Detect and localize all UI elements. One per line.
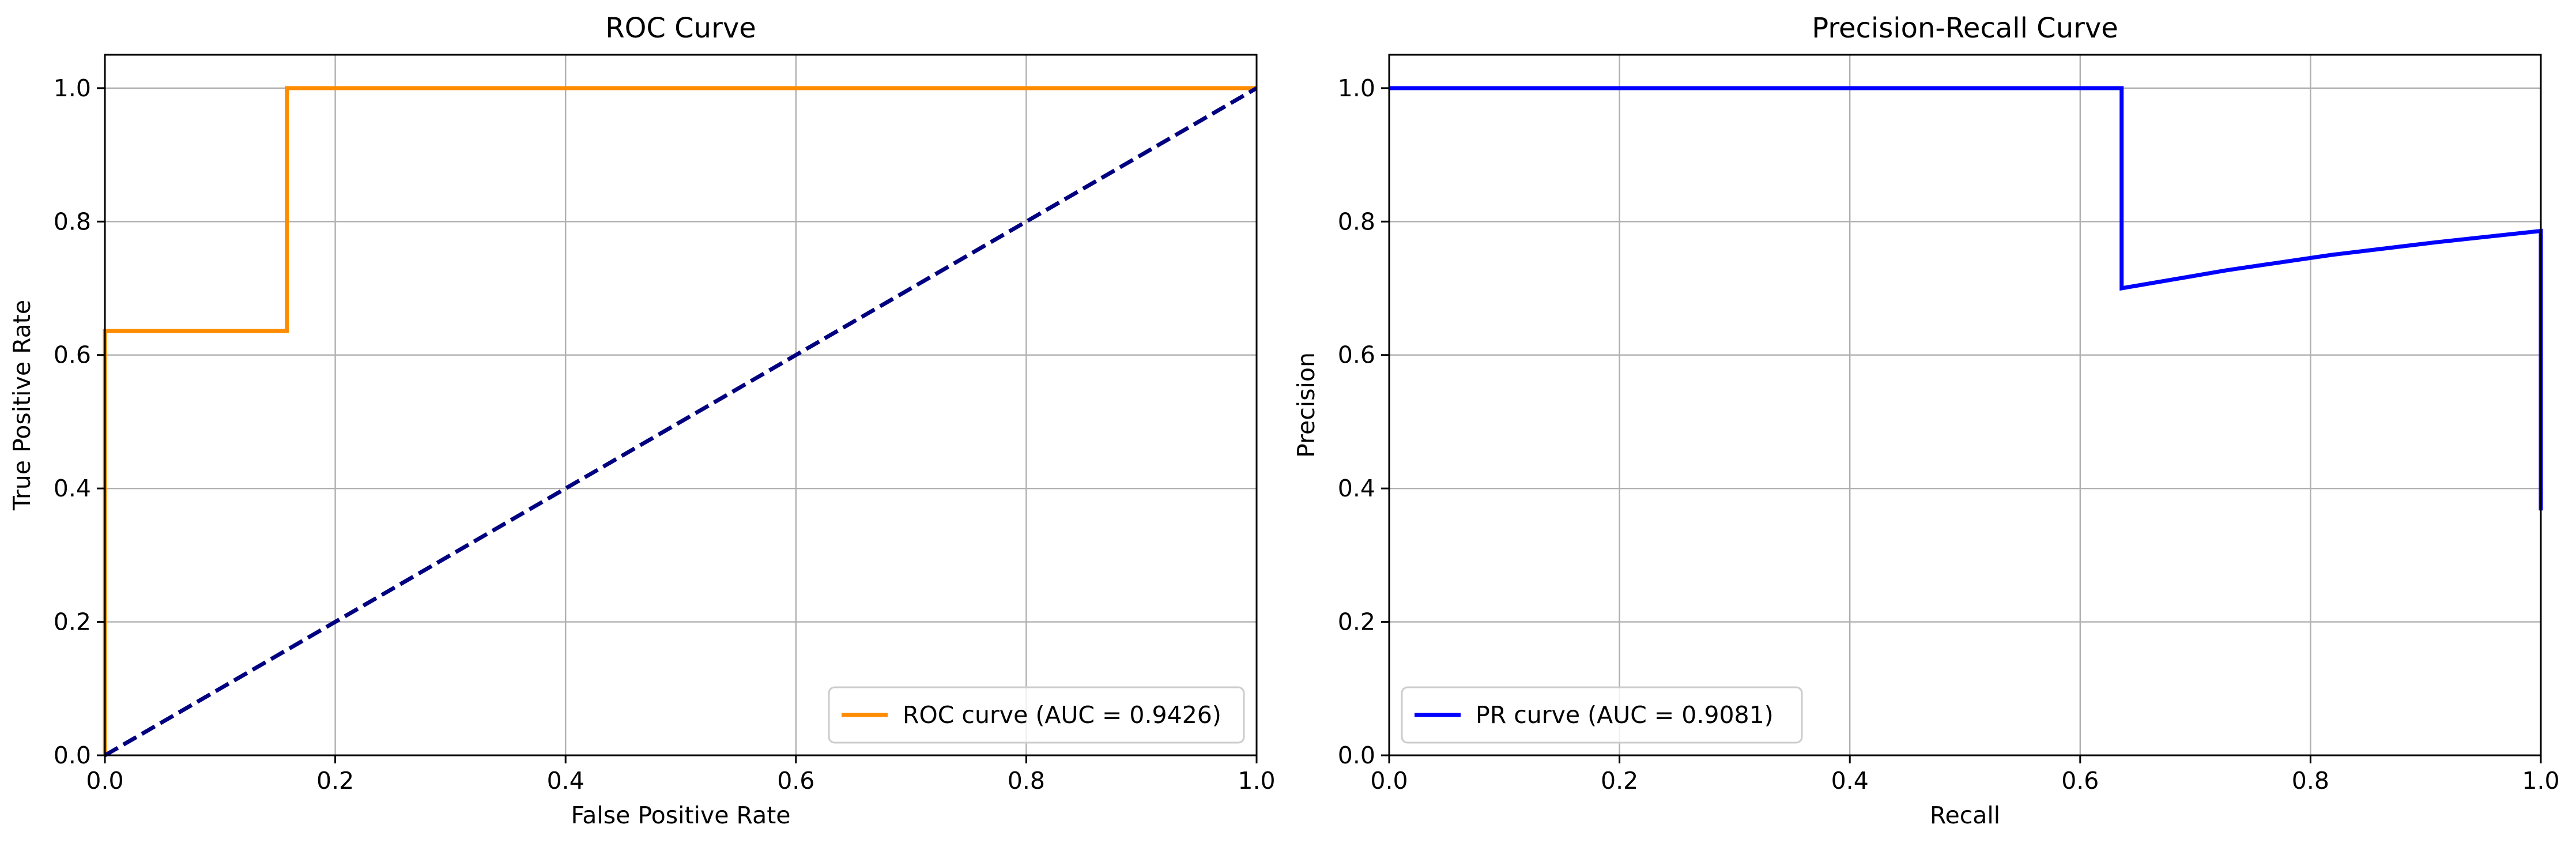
legend: PR curve (AUC = 0.9081) <box>1401 686 1803 744</box>
x-axis-label: Recall <box>1930 801 2000 829</box>
y-axis-label: Precision <box>1292 352 1320 458</box>
legend-label: PR curve (AUC = 0.9081) <box>1476 701 1774 729</box>
y-tick-label: 0.8 <box>54 208 91 235</box>
x-tick-label: 1.0 <box>1238 767 1275 795</box>
pr-chart: 0.0 0.2 0.4 0.6 0.8 1.0 0.0 0.2 0.4 0.6 0.8 1.0 Prec… <box>1292 12 2560 829</box>
roc-chart: 0.0 0.2 0.4 0.6 0.8 1.0 0.0 0.2 0.4 0.6 0.8 1.0 ROC … <box>8 12 1276 829</box>
x-tick-label: 0.4 <box>1831 767 1869 795</box>
x-axis-label: False Positive Rate <box>571 801 790 829</box>
x-tick-label: 0.2 <box>1601 767 1638 795</box>
y-tick-label: 1.0 <box>54 74 91 102</box>
plot-area <box>105 55 1257 755</box>
y-tick-label: 0.6 <box>1338 341 1375 369</box>
y-tick-label: 0.4 <box>1338 475 1375 502</box>
y-tick-label: 0.2 <box>1338 608 1375 636</box>
legend-box <box>1401 686 1803 744</box>
x-tick-label: 0.2 <box>316 767 354 795</box>
chart-title: Precision-Recall Curve <box>1812 12 2118 44</box>
series-group <box>1389 86 2543 511</box>
legend-box <box>828 686 1245 744</box>
series-line-1 <box>104 86 1258 758</box>
x-tick-label: 0.8 <box>2292 767 2329 795</box>
x-tick-label: 0.6 <box>2061 767 2099 795</box>
chart-title: ROC Curve <box>605 12 756 44</box>
y-tick-label: 0.0 <box>1338 741 1375 769</box>
x-tick-label: 0.0 <box>1370 767 1408 795</box>
x-tick-label: 0.8 <box>1008 767 1045 795</box>
x-tick-label: 0.6 <box>777 767 814 795</box>
y-tick-label: 0.2 <box>54 608 91 636</box>
y-tick-label: 0.6 <box>54 341 91 369</box>
y-tick-label: 1.0 <box>1338 74 1375 102</box>
x-tick-label: 0.4 <box>547 767 584 795</box>
series-line-0 <box>1389 86 2543 511</box>
x-tick-label: 0.0 <box>86 767 123 795</box>
x-tick-label: 1.0 <box>2522 767 2559 795</box>
y-tick-label: 0.0 <box>54 741 91 769</box>
axes-frame <box>104 54 1258 756</box>
plot-area <box>1389 55 2541 755</box>
legend-label: ROC curve (AUC = 0.9426) <box>903 701 1221 729</box>
axes-frame <box>1388 54 2542 756</box>
y-axis-label: True Positive Rate <box>8 300 36 511</box>
legend: ROC curve (AUC = 0.9426) <box>828 686 1245 744</box>
y-tick-label: 0.4 <box>54 475 91 502</box>
y-tick-label: 0.8 <box>1338 208 1375 235</box>
